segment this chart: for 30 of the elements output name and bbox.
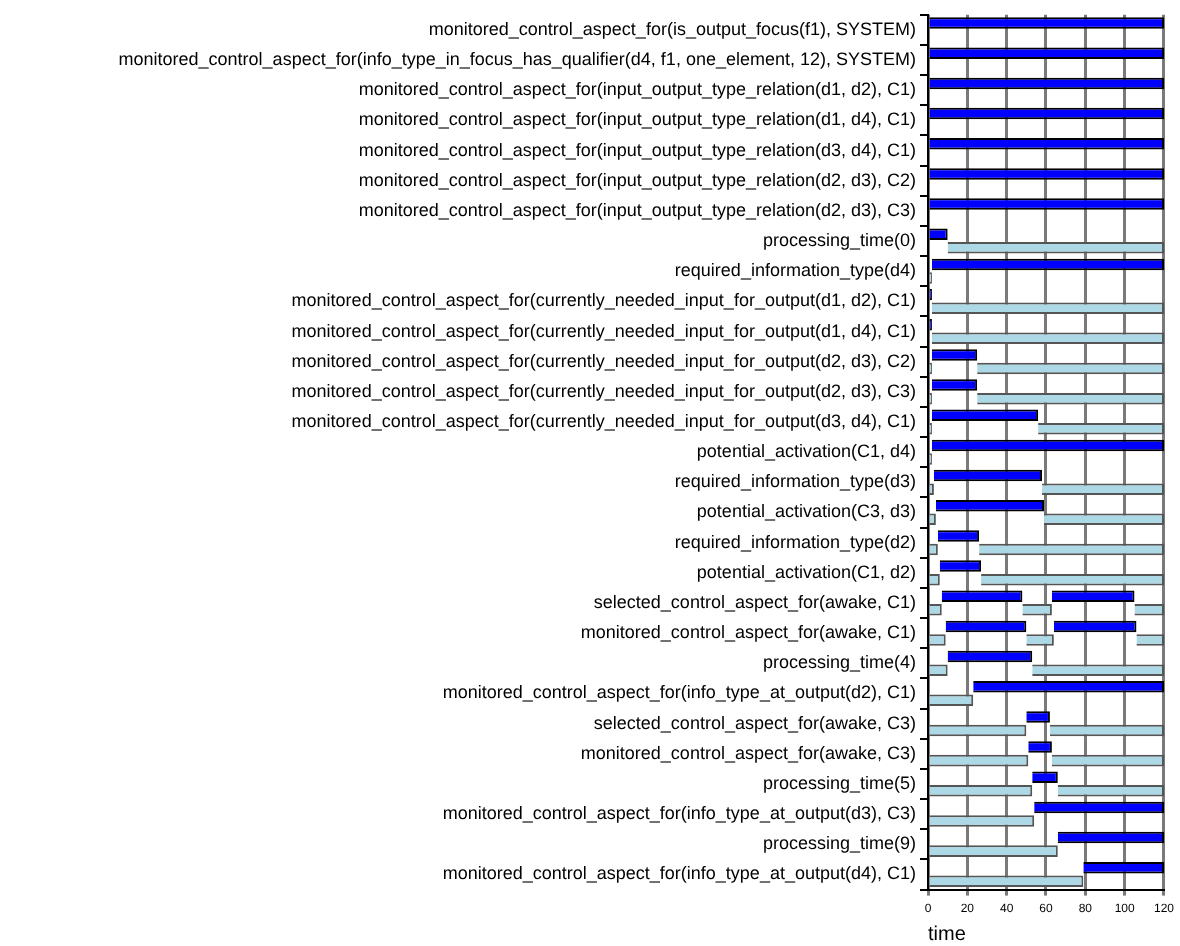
y-tick-label: monitored_control_aspect_for(input_output_type_relation(d1, d4), C1) <box>358 109 916 130</box>
y-tick-label: monitored_control_aspect_for(currently_needed_input_for_output(d3, d4), C1) <box>291 411 916 431</box>
y-tick-label: potential_activation(C1, d4) <box>696 441 916 462</box>
y-tick-label: monitored_control_aspect_for(info_type_at_output(d2), C1) <box>442 682 916 703</box>
y-tick-label: monitored_control_aspect_for(info_type_at_output(d4), C1) <box>442 863 916 884</box>
y-tick-label: monitored_control_aspect_for(awake, C3) <box>580 742 916 763</box>
y-tick-label: monitored_control_aspect_for(currently_needed_input_for_output(d2, d3), C3) <box>291 380 916 401</box>
y-tick-label: monitored_control_aspect_for(currently_needed_input_for_output(d1, d4), C1) <box>291 320 916 341</box>
y-tick-label: monitored_control_aspect_for(input_output_type_relation(d1, d2), C1) <box>358 79 916 100</box>
y-tick-label: monitored_control_aspect_for(currently_needed_input_for_output(d1, d2), C1) <box>291 290 916 311</box>
y-tick-label: processing_time(9) <box>762 833 916 854</box>
y-tick-label: selected_control_aspect_for(awake, C3) <box>593 712 916 733</box>
y-tick-label: monitored_control_aspect_for(currently_needed_input_for_output(d2, d3), C2) <box>291 350 916 371</box>
y-tick-label: monitored_control_aspect_for(input_output_type_relation(d2, d3), C3) <box>358 199 916 220</box>
x-axis-title: time <box>928 923 967 946</box>
y-tick-label: processing_time(5) <box>762 772 916 793</box>
y-tick-label: potential_activation(C3, d3) <box>696 501 916 522</box>
y-tick-label: potential_activation(C1, d2) <box>696 561 916 582</box>
y-tick-label: required_information_type(d4) <box>674 260 916 281</box>
y-tick-label: monitored_control_aspect_for(is_output_focus(f1), SYSTEM) <box>428 18 916 39</box>
y-tick-label: processing_time(0) <box>762 230 916 251</box>
y-tick-label: required_information_type(d3) <box>674 471 916 492</box>
y-tick-label: required_information_type(d2) <box>674 531 916 552</box>
y-tick-label: monitored_control_aspect_for(info_type_at_output(d3), C3) <box>442 803 916 824</box>
y-tick-label: monitored_control_aspect_for(input_output_type_relation(d2, d3), C2) <box>358 169 916 190</box>
y-tick-label: monitored_control_aspect_for(awake, C1) <box>580 622 916 643</box>
y-tick-label: selected_control_aspect_for(awake, C1) <box>593 592 916 612</box>
y-tick-label: monitored_control_aspect_for(input_output_type_relation(d3, d4), C1) <box>358 139 916 160</box>
y-tick-label: monitored_control_aspect_for(info_type_in_focus_has_qualifier(d4, f1, one_element, 12), SYSTEM) <box>118 49 916 70</box>
y-tick-label: processing_time(4) <box>762 652 916 673</box>
